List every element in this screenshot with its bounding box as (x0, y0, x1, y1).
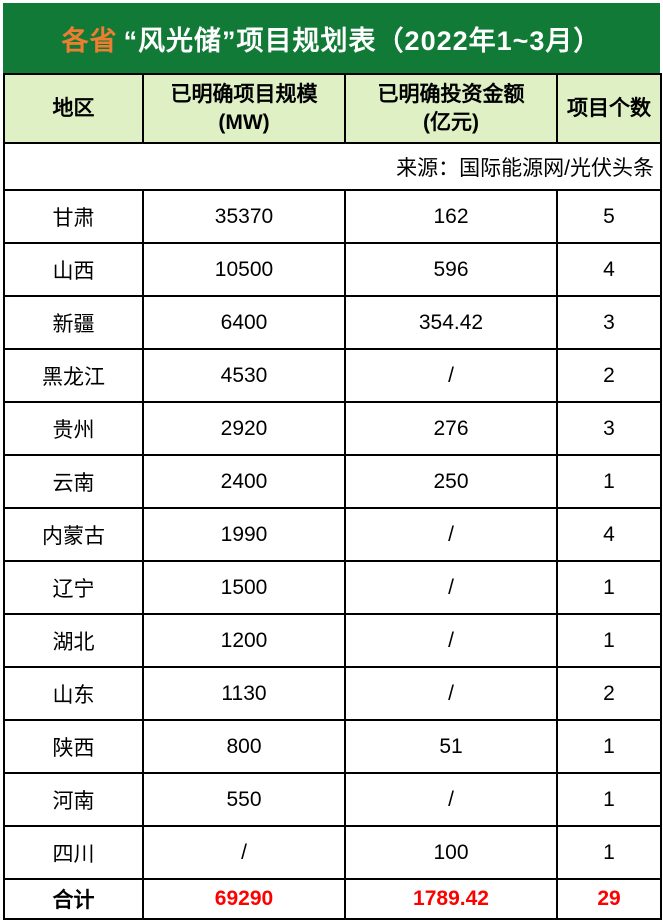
investment-cell: 100 (344, 825, 558, 880)
region-cell: 内蒙古 (3, 507, 144, 562)
region-cell: 新疆 (3, 295, 144, 350)
source-note: 来源：国际能源网/光伏头条 (3, 142, 662, 191)
table-sheet: 各省 “风光储”项目规划表（2022年1~3月） 地区 已明确项目规模 (MW)… (3, 3, 662, 920)
table-row: 内蒙古 1990 / 4 (3, 507, 662, 562)
investment-cell: 162 (344, 189, 558, 244)
table-row: 黑龙江 4530 / 2 (3, 348, 662, 403)
region-cell: 山西 (3, 242, 144, 297)
scale-cell: 550 (142, 772, 346, 827)
investment-cell: 276 (344, 401, 558, 456)
investment-cell: / (344, 613, 558, 668)
scale-cell: 2920 (142, 401, 346, 456)
investment-cell: / (344, 560, 558, 615)
total-label: 合计 (3, 878, 144, 920)
header-scale-unit: (MW) (218, 110, 270, 134)
count-cell: 1 (556, 560, 662, 615)
table-row: 贵州 2920 276 3 (3, 401, 662, 456)
region-cell: 甘肃 (3, 189, 144, 244)
source-row: 来源：国际能源网/光伏头条 (3, 142, 662, 191)
total-scale: 69290 (142, 878, 346, 920)
count-cell: 2 (556, 666, 662, 721)
header-row: 地区 已明确项目规模 (MW) 已明确投资金额 (亿元) 项目个数 (3, 73, 662, 144)
header-cell-investment: 已明确投资金额 (亿元) (344, 73, 558, 144)
scale-cell: 1200 (142, 613, 346, 668)
table-row: 山西 10500 596 4 (3, 242, 662, 297)
region-cell: 贵州 (3, 401, 144, 456)
count-cell: 1 (556, 454, 662, 509)
count-cell: 2 (556, 348, 662, 403)
region-cell: 山东 (3, 666, 144, 721)
region-cell: 湖北 (3, 613, 144, 668)
count-cell: 4 (556, 507, 662, 562)
region-cell: 云南 (3, 454, 144, 509)
count-cell: 5 (556, 189, 662, 244)
count-cell: 3 (556, 295, 662, 350)
scale-cell: 800 (142, 719, 346, 774)
count-cell: 1 (556, 719, 662, 774)
header-cell-scale: 已明确项目规模 (MW) (142, 73, 346, 144)
region-cell: 河南 (3, 772, 144, 827)
scale-cell: 35370 (142, 189, 346, 244)
table-row: 湖北 1200 / 1 (3, 613, 662, 668)
header-cell-count: 项目个数 (556, 73, 662, 144)
investment-cell: / (344, 666, 558, 721)
planning-table: 地区 已明确项目规模 (MW) 已明确投资金额 (亿元) 项目个数 来源：国际能… (3, 73, 662, 920)
count-cell: 1 (556, 613, 662, 668)
count-cell: 1 (556, 825, 662, 880)
scale-cell: 2400 (142, 454, 346, 509)
scale-cell: 1990 (142, 507, 346, 562)
investment-cell: 596 (344, 242, 558, 297)
investment-cell: 250 (344, 454, 558, 509)
region-cell: 黑龙江 (3, 348, 144, 403)
header-cell-region: 地区 (3, 73, 144, 144)
scale-cell: 10500 (142, 242, 346, 297)
investment-cell: 354.42 (344, 295, 558, 350)
investment-cell: / (344, 772, 558, 827)
scale-cell: 1130 (142, 666, 346, 721)
scale-cell: 6400 (142, 295, 346, 350)
title-text: “风光储”项目规划表（2022年1~3月） (123, 25, 602, 56)
investment-cell: / (344, 348, 558, 403)
table-row: 四川 / 100 1 (3, 825, 662, 880)
investment-cell: / (344, 507, 558, 562)
scale-cell: 4530 (142, 348, 346, 403)
region-cell: 陕西 (3, 719, 144, 774)
table-row: 河南 550 / 1 (3, 772, 662, 827)
investment-cell: 51 (344, 719, 558, 774)
total-row: 合计 69290 1789.42 29 (3, 878, 662, 920)
table-row: 新疆 6400 354.42 3 (3, 295, 662, 350)
table-row: 云南 2400 250 1 (3, 454, 662, 509)
total-count: 29 (556, 878, 662, 920)
scale-cell: / (142, 825, 346, 880)
title-highlight: 各省 (61, 25, 118, 56)
region-cell: 四川 (3, 825, 144, 880)
header-scale-label: 已明确项目规模 (170, 83, 318, 107)
count-cell: 4 (556, 242, 662, 297)
table-row: 甘肃 35370 162 5 (3, 189, 662, 244)
count-cell: 1 (556, 772, 662, 827)
region-cell: 辽宁 (3, 560, 144, 615)
count-cell: 3 (556, 401, 662, 456)
table-row: 山东 1130 / 2 (3, 666, 662, 721)
table-row: 陕西 800 51 1 (3, 719, 662, 774)
table-row: 辽宁 1500 / 1 (3, 560, 662, 615)
total-investment: 1789.42 (344, 878, 558, 920)
header-investment-label: 已明确投资金额 (377, 83, 525, 107)
scale-cell: 1500 (142, 560, 346, 615)
page-title: 各省 “风光储”项目规划表（2022年1~3月） (3, 3, 660, 73)
header-investment-unit: (亿元) (423, 110, 479, 134)
